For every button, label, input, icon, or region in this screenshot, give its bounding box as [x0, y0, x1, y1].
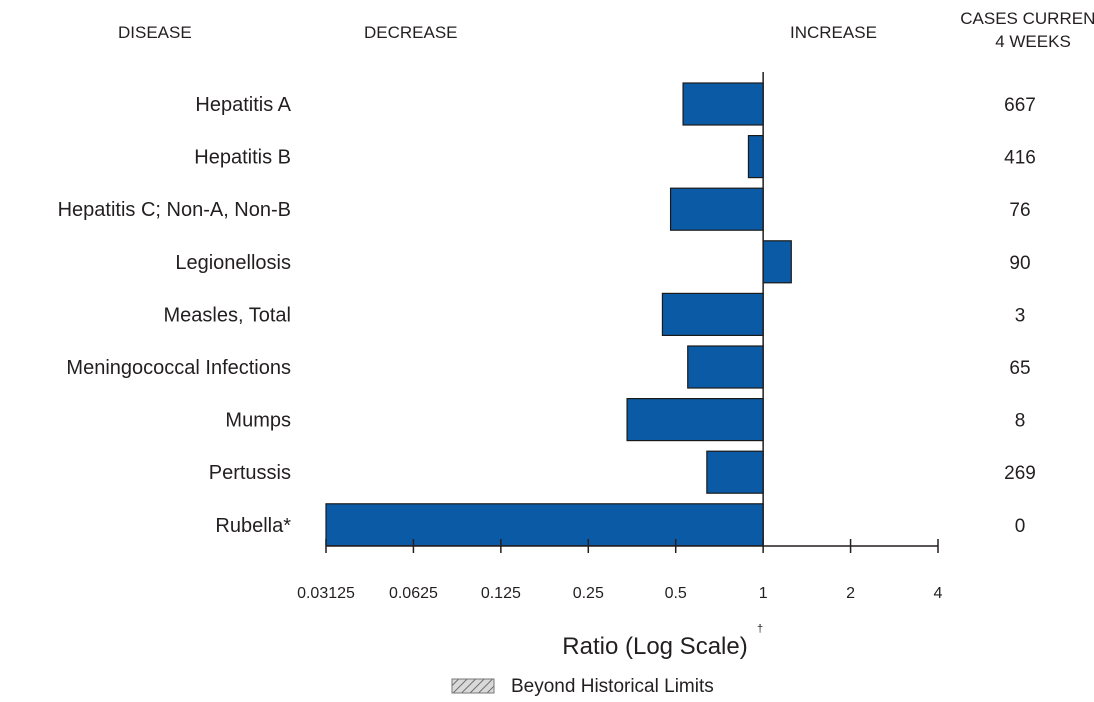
- header-disease: DISEASE: [118, 23, 192, 42]
- header-decrease: DECREASE: [364, 23, 458, 42]
- x-tick-label: 0.5: [665, 585, 687, 602]
- case-counts: 667 416 76 90 3 65 8 269 0: [1004, 95, 1036, 537]
- category-label: Hepatitis B: [194, 147, 291, 169]
- bar-1: [747, 135, 764, 179]
- legend-label: Beyond Historical Limits: [511, 676, 714, 697]
- category-label: Pertussis: [209, 462, 291, 484]
- x-tick-label: 0.25: [573, 585, 604, 602]
- x-tick-label: 0.125: [481, 585, 521, 602]
- bars-group: [325, 82, 792, 547]
- header-increase: INCREASE: [790, 23, 877, 42]
- category-label: Legionellosis: [175, 252, 291, 274]
- x-tick-label: 0.0625: [389, 585, 438, 602]
- x-ticks: 0.03125 0.0625 0.125 0.25 0.5 1 2 4: [297, 539, 943, 602]
- x-tick-label: 4: [934, 585, 943, 602]
- case-count: 0: [1015, 516, 1026, 537]
- category-label: Hepatitis A: [195, 94, 291, 116]
- x-tick-label: 0.03125: [297, 585, 355, 602]
- case-count: 667: [1004, 95, 1036, 116]
- case-count: 90: [1009, 253, 1030, 274]
- header-cases-line1: CASES CURRENT: [960, 9, 1094, 28]
- category-labels: Hepatitis A Hepatitis B Hepatitis C; Non-A…: [58, 94, 292, 537]
- case-count: 65: [1009, 358, 1030, 379]
- header-cases-line2: 4 WEEKS: [995, 32, 1071, 51]
- x-tick-label: 2: [846, 585, 855, 602]
- case-count: 269: [1004, 463, 1036, 484]
- x-axis-label: Ratio (Log Scale): [562, 633, 747, 660]
- x-axis-label-mark: †: [757, 623, 763, 635]
- bar-7: [706, 450, 764, 494]
- case-count: 76: [1009, 200, 1030, 221]
- case-count: 416: [1004, 148, 1036, 169]
- legend-swatch-hatched: [451, 678, 495, 694]
- bar-8: [325, 503, 764, 547]
- bar-3: [762, 240, 792, 284]
- bar-4: [661, 292, 764, 336]
- bar-0: [682, 82, 764, 126]
- category-label: Mumps: [225, 410, 291, 432]
- category-label: Meningococcal Infections: [66, 357, 291, 379]
- bar-2: [669, 187, 764, 231]
- category-label: Rubella*: [215, 515, 291, 537]
- bar-5: [687, 345, 764, 389]
- bar-6: [626, 398, 764, 442]
- x-tick-label: 1: [759, 585, 768, 602]
- case-count: 3: [1015, 305, 1026, 326]
- category-label: Measles, Total: [164, 304, 291, 326]
- case-count: 8: [1015, 411, 1026, 432]
- category-label: Hepatitis C; Non-A, Non-B: [58, 199, 291, 221]
